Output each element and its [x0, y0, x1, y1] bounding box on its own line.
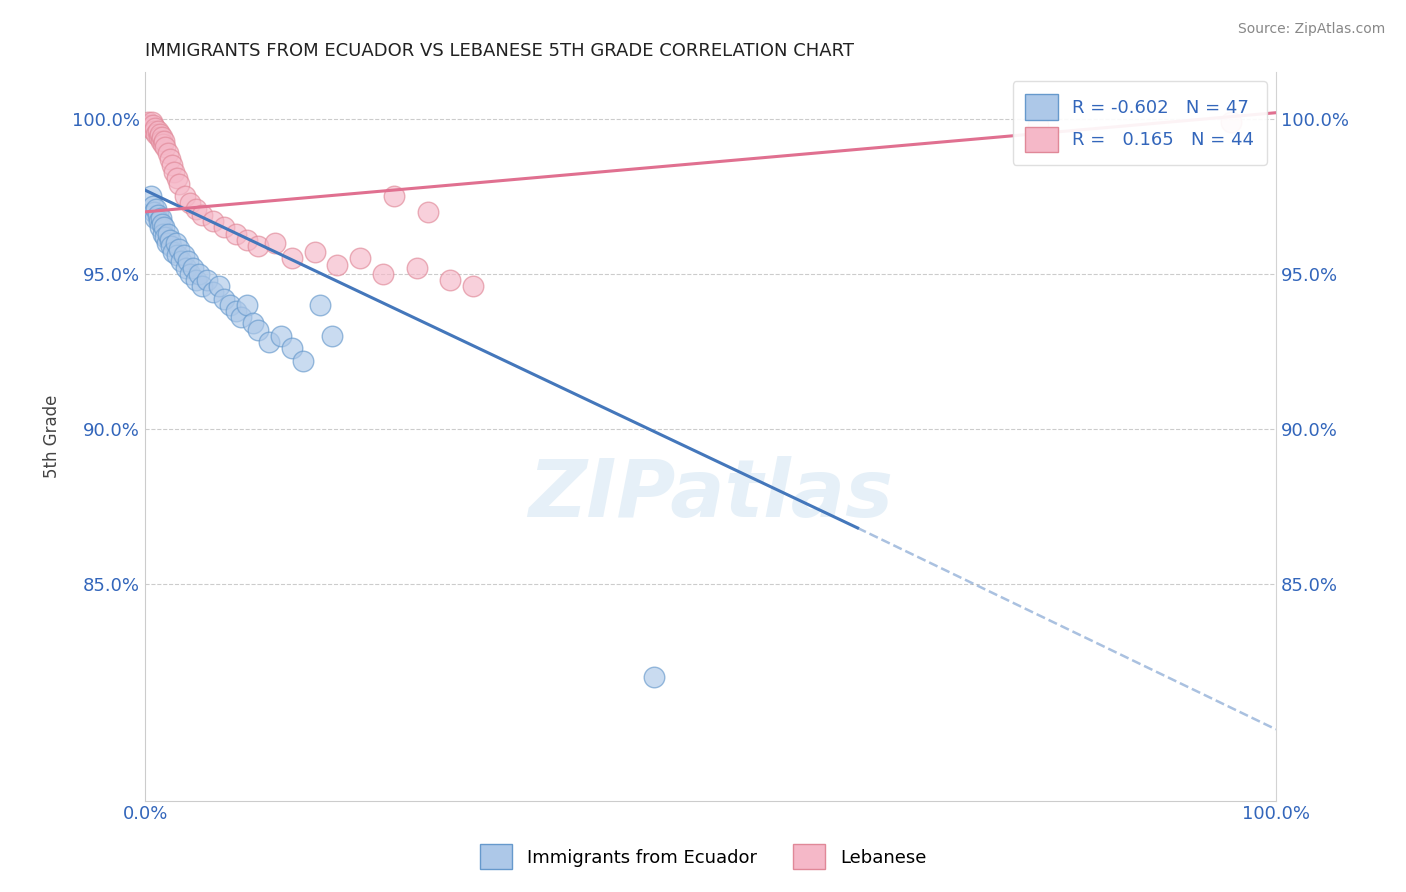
Point: [156, 227, 179, 241]
Point: [179, 195, 201, 210]
Point: [145, 128, 167, 142]
Legend: R = -0.602   N = 47, R =   0.165   N = 44: R = -0.602 N = 47, R = 0.165 N = 44: [1012, 81, 1267, 165]
Point: [155, 140, 177, 154]
Point: [371, 267, 394, 281]
Point: [270, 328, 292, 343]
Point: [1028, 118, 1050, 132]
Point: [188, 267, 211, 281]
Point: [153, 134, 176, 148]
Point: [201, 214, 224, 228]
Point: [139, 189, 162, 203]
Point: [201, 285, 224, 300]
Point: [156, 146, 179, 161]
Point: [207, 279, 229, 293]
Point: [148, 130, 170, 145]
Point: [304, 245, 326, 260]
Point: [152, 136, 174, 151]
Point: [149, 128, 172, 142]
Point: [142, 199, 165, 213]
Text: IMMIGRANTS FROM ECUADOR VS LEBANESE 5TH GRADE CORRELATION CHART: IMMIGRANTS FROM ECUADOR VS LEBANESE 5TH …: [145, 42, 853, 60]
Point: [149, 220, 172, 235]
Point: [138, 118, 160, 132]
Point: [155, 235, 177, 250]
Point: [439, 273, 461, 287]
Point: [259, 334, 281, 349]
Point: [236, 233, 259, 247]
Point: [309, 298, 332, 312]
Point: [225, 304, 247, 318]
Point: [326, 258, 349, 272]
Point: [162, 245, 184, 260]
Point: [177, 254, 200, 268]
Point: [153, 220, 176, 235]
Point: [146, 124, 169, 138]
Point: [138, 115, 160, 129]
Point: [212, 292, 235, 306]
Point: [166, 170, 188, 185]
Point: [145, 202, 167, 216]
Point: [166, 248, 188, 262]
Point: [416, 205, 439, 219]
Point: [139, 121, 162, 136]
Point: [349, 252, 371, 266]
Point: [173, 248, 195, 262]
Point: [150, 217, 173, 231]
Point: [184, 273, 207, 287]
Point: [163, 164, 186, 178]
Text: Source: ZipAtlas.com: Source: ZipAtlas.com: [1237, 22, 1385, 37]
Point: [174, 260, 197, 275]
Point: [167, 177, 190, 191]
Point: [231, 310, 253, 325]
Point: [190, 279, 212, 293]
Point: [160, 239, 183, 253]
Point: [281, 252, 304, 266]
Point: [149, 211, 172, 225]
Point: [159, 152, 181, 166]
Point: [190, 208, 212, 222]
Point: [212, 220, 235, 235]
Point: [160, 158, 183, 172]
Point: [242, 317, 264, 331]
Point: [195, 273, 218, 287]
Point: [405, 260, 427, 275]
Point: [247, 239, 270, 253]
Point: [179, 267, 201, 281]
Point: [165, 235, 187, 250]
Point: [141, 115, 163, 129]
Point: [1219, 115, 1241, 129]
Point: [143, 121, 166, 136]
Point: [173, 189, 195, 203]
Point: [219, 298, 242, 312]
Point: [148, 214, 170, 228]
Point: [159, 233, 181, 247]
Point: [152, 227, 174, 241]
Point: [247, 323, 270, 337]
Point: [143, 211, 166, 225]
Point: [155, 229, 177, 244]
Point: [382, 189, 405, 203]
Point: [321, 328, 343, 343]
Point: [461, 279, 484, 293]
Y-axis label: 5th Grade: 5th Grade: [44, 395, 60, 478]
Point: [292, 353, 315, 368]
Point: [181, 260, 204, 275]
Point: [143, 205, 166, 219]
Point: [150, 130, 173, 145]
Point: [146, 208, 169, 222]
Point: [143, 124, 166, 138]
Point: [225, 227, 247, 241]
Point: [643, 670, 665, 684]
Point: [281, 341, 304, 355]
Point: [236, 298, 259, 312]
Point: [264, 235, 287, 250]
Point: [149, 134, 172, 148]
Legend: Immigrants from Ecuador, Lebanese: Immigrants from Ecuador, Lebanese: [471, 835, 935, 879]
Point: [142, 118, 165, 132]
Text: ZIPatlas: ZIPatlas: [529, 456, 893, 533]
Point: [167, 242, 190, 256]
Point: [170, 254, 193, 268]
Point: [184, 202, 207, 216]
